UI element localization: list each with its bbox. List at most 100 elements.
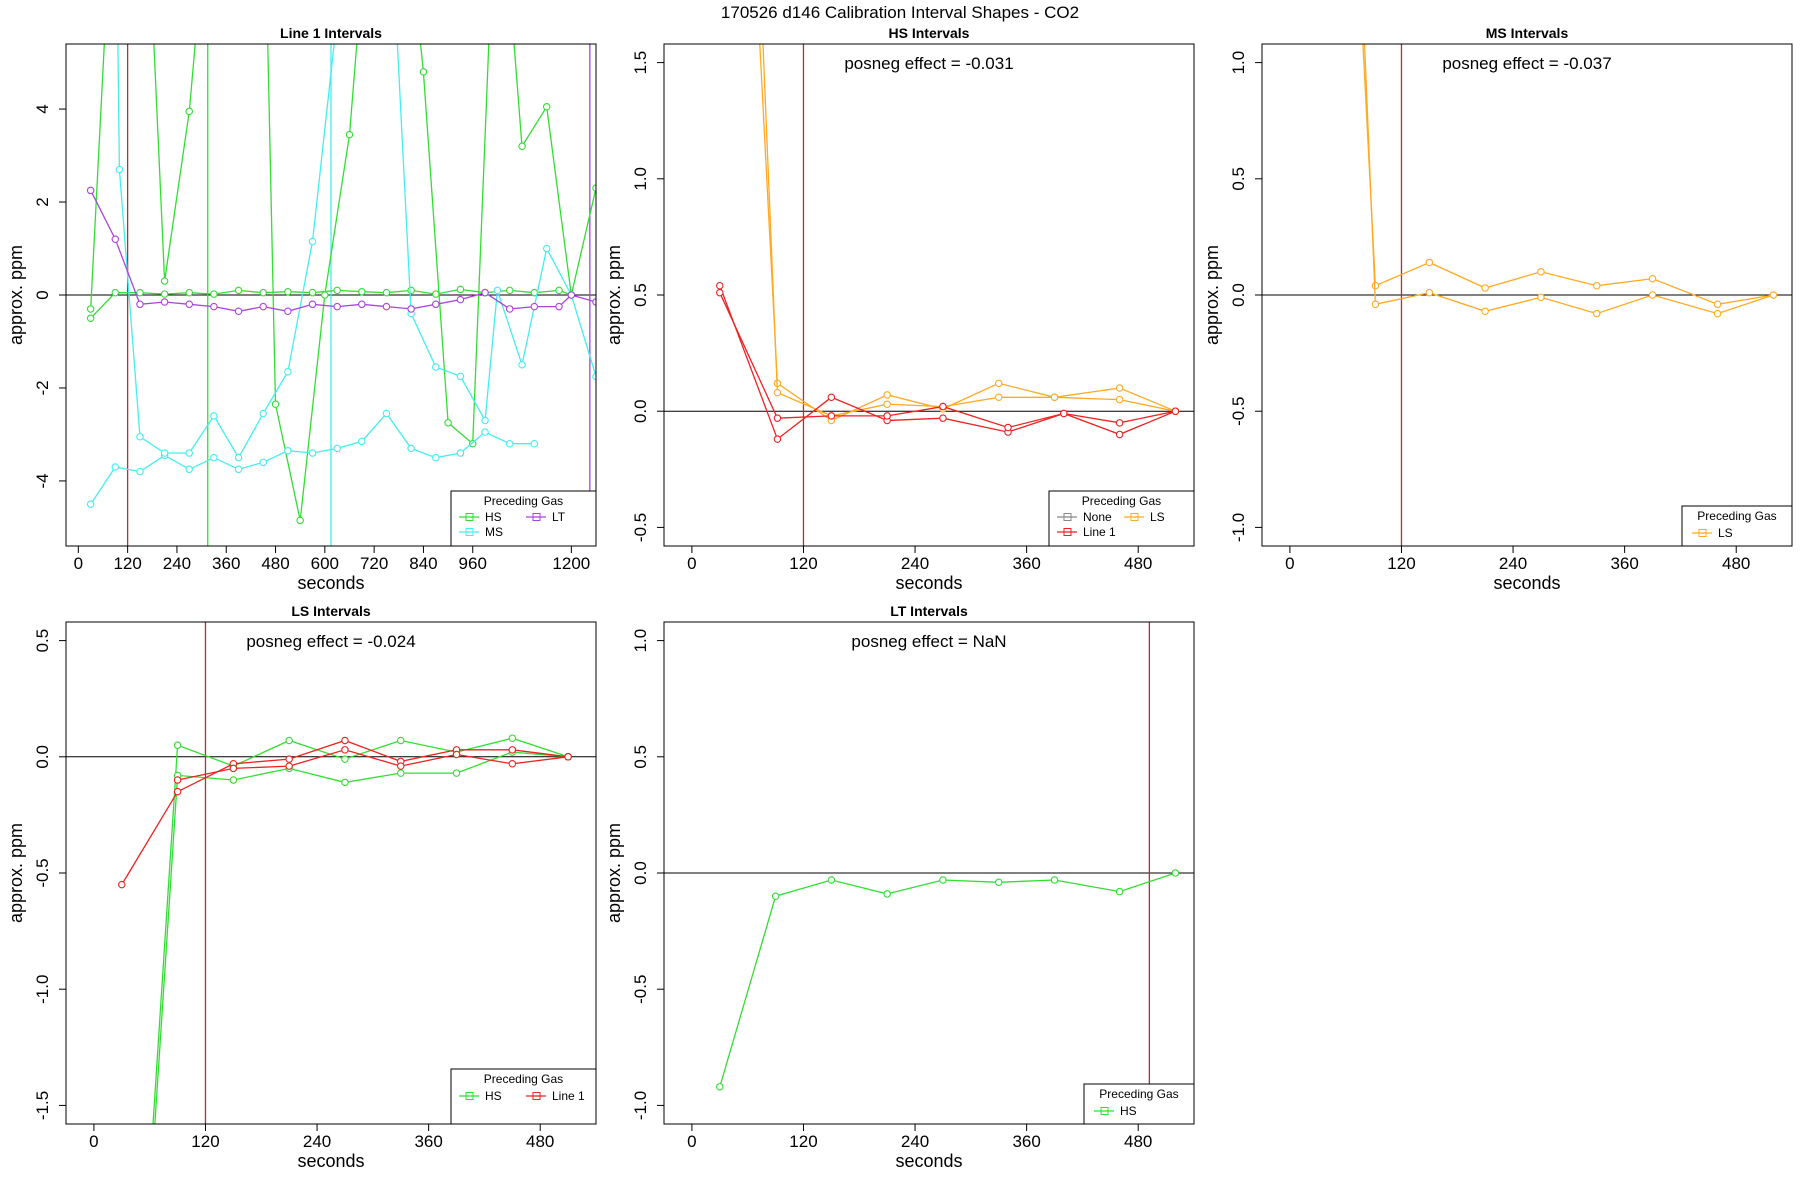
legend: Preceding Gas HS	[1083, 1083, 1195, 1125]
data-point	[508, 746, 517, 754]
data-point	[234, 286, 243, 295]
y-tick-label: 0	[33, 290, 52, 299]
y-tick-label: 1.0	[631, 167, 650, 191]
y-axis-label: approx. ppm	[604, 823, 624, 923]
x-tick-label: 120	[789, 1132, 817, 1151]
panel-title: HS Intervals	[889, 25, 970, 41]
y-tick-label: 0.5	[1229, 167, 1248, 191]
y-tick-label: -1.0	[1229, 513, 1248, 542]
x-axis-label: seconds	[297, 573, 364, 593]
data-point	[136, 467, 144, 476]
data-point	[1592, 309, 1601, 318]
data-point	[111, 288, 120, 297]
data-point	[530, 302, 539, 311]
series-line-line-1	[177, 749, 569, 781]
data-point	[407, 444, 415, 453]
data-point	[407, 286, 415, 295]
legend-marker	[532, 1092, 541, 1100]
data-point	[1648, 274, 1657, 283]
posneg-annotation: posneg effect = -0.024	[246, 632, 415, 651]
posneg-annotation: posneg effect = -0.031	[844, 54, 1013, 73]
data-point	[321, 291, 329, 299]
data-point	[939, 876, 947, 884]
series-line-ms	[117, 44, 596, 460]
legend-marker	[1130, 513, 1139, 521]
x-tick-label: 360	[1012, 1132, 1040, 1151]
data-point	[493, 286, 502, 295]
x-tick-label: 360	[1610, 554, 1638, 573]
y-axis: -0.5 0.0 0.5 1.0 1.5 approx. ppm	[604, 51, 665, 542]
data-point	[259, 409, 267, 418]
data-point	[1648, 291, 1657, 299]
data-point	[773, 388, 782, 397]
legend-entry-none: None	[1057, 510, 1112, 524]
data-point	[173, 787, 182, 796]
y-tick-label: 1.0	[631, 629, 650, 653]
data-point	[341, 736, 349, 745]
y-axis-label: approx. ppm	[604, 245, 624, 345]
x-tick-label: 240	[303, 1132, 331, 1151]
data-point	[333, 302, 341, 311]
y-axis-label: approx. ppm	[1202, 245, 1222, 345]
data-point	[883, 400, 891, 408]
data-point	[173, 741, 182, 749]
data-point	[883, 890, 891, 898]
legend-entry-ls: LS	[1124, 510, 1165, 524]
data-point	[308, 449, 317, 457]
data-point	[382, 302, 391, 311]
chart-panel-1: HS Intervals 0 120 240 360 480 seconds -0.5 0.0 0…	[604, 25, 1195, 593]
y-tick-label: 0.5	[33, 629, 52, 653]
y-axis-label: approx. ppm	[6, 823, 26, 923]
y-axis: -1.0 -0.5 0.0 0.5 1.0 approx. ppm	[604, 629, 665, 1120]
data-point	[542, 244, 551, 253]
data-point	[939, 402, 947, 411]
y-axis: -4 -2 0 2 4 approx. ppm	[6, 104, 67, 488]
series-line-hs	[90, 44, 596, 521]
y-tick-label: -2	[33, 380, 52, 395]
data-point	[994, 393, 1003, 402]
data-point	[185, 449, 194, 457]
chart-panel-3: LS Intervals 0 120 240 360 480 seconds -1.5 -1.0…	[6, 603, 597, 1171]
data-point	[505, 286, 514, 295]
plot-area	[1262, 44, 1792, 546]
legend-marker	[1100, 1107, 1109, 1115]
legend-label: HS	[485, 510, 502, 524]
y-tick-label: 0.0	[631, 399, 650, 423]
x-tick-label: 240	[901, 1132, 929, 1151]
data-point	[345, 130, 354, 139]
data-point	[1004, 423, 1012, 432]
legend-marker	[1698, 529, 1707, 537]
legend-entry-hs: HS	[1094, 1104, 1137, 1118]
data-point	[115, 165, 124, 174]
data-point	[452, 769, 461, 777]
data-point	[333, 286, 341, 295]
data-point	[773, 435, 782, 443]
data-point	[456, 285, 465, 294]
data-point	[358, 437, 366, 446]
data-point	[827, 393, 836, 402]
legend-label: MS	[485, 525, 503, 539]
data-point	[173, 776, 182, 784]
data-point	[994, 379, 1003, 388]
legend-label: Line 1	[552, 1089, 585, 1103]
x-tick-label: 240	[901, 554, 929, 573]
legend-entry-ms: MS	[459, 525, 503, 539]
data-point	[86, 314, 95, 322]
x-tick-label: 1200	[552, 554, 590, 573]
y-axis: -1.5 -1.0 -0.5 0.0 0.5 approx. ppm	[6, 629, 67, 1120]
data-point	[185, 465, 194, 474]
x-tick-label: 0	[687, 1132, 696, 1151]
y-tick-label: -0.5	[631, 513, 650, 542]
legend-box	[1048, 490, 1195, 547]
data-point	[234, 453, 243, 462]
data-point	[341, 746, 349, 754]
data-point	[555, 302, 563, 311]
data-point	[444, 419, 452, 427]
data-point	[308, 300, 317, 309]
data-point	[432, 363, 440, 371]
data-point	[234, 307, 243, 316]
